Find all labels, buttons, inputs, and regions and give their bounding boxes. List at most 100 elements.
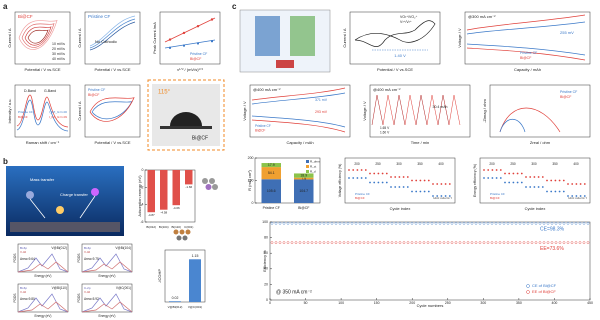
marker	[410, 241, 414, 244]
marker	[378, 222, 382, 225]
data-label: -4.58	[160, 210, 167, 214]
marker	[356, 177, 359, 179]
marker	[483, 169, 485, 171]
label: 1.40 V	[394, 53, 406, 58]
marker	[183, 44, 185, 47]
curve	[81, 293, 133, 313]
marker	[326, 222, 330, 225]
marker	[562, 179, 565, 182]
panel-label: a	[3, 2, 8, 11]
marker	[411, 190, 413, 193]
marker	[558, 241, 562, 244]
marker	[470, 241, 474, 244]
legend-entry: 10 mV/s	[52, 42, 65, 46]
y-axis-label: Current / A	[342, 28, 347, 47]
legend-entry: Pristine CF	[190, 52, 207, 56]
marker	[334, 222, 338, 225]
marker	[566, 241, 570, 244]
y-axis-label: Voltage / V	[242, 101, 247, 121]
marker	[478, 241, 482, 244]
plot-frame	[81, 283, 133, 313]
marker	[586, 222, 590, 225]
legend-entry: 20 mV/s	[52, 47, 65, 51]
marker	[575, 195, 578, 197]
marker	[394, 222, 398, 225]
marker	[508, 172, 511, 175]
marker	[410, 222, 414, 225]
marker	[570, 241, 574, 244]
marker	[514, 222, 518, 225]
marker	[377, 181, 380, 184]
marker	[169, 46, 171, 49]
label: V-3d	[84, 250, 91, 254]
marker	[385, 172, 388, 175]
plot-frame	[249, 84, 351, 138]
plot-frame	[144, 169, 196, 223]
marker	[382, 241, 386, 244]
label: 350	[552, 162, 558, 166]
y-axis-label: PDOS	[13, 253, 17, 262]
label: V@Bi(104)	[115, 246, 131, 250]
curve	[16, 99, 69, 132]
marker	[474, 222, 478, 225]
marker	[414, 222, 418, 225]
marker	[360, 177, 363, 179]
x-axis-label: Potential / V vs.SCE	[24, 67, 60, 72]
legend-entry: Bi@CF	[190, 57, 201, 61]
marker	[342, 222, 346, 225]
y-axis-label: Energy efficiency (%)	[473, 164, 477, 197]
marker	[514, 241, 518, 244]
marker	[504, 172, 506, 175]
plot-frame	[81, 243, 133, 273]
marker	[362, 222, 366, 225]
plot-frame	[84, 84, 141, 138]
marker	[298, 222, 302, 225]
marker	[211, 40, 213, 43]
marker	[562, 190, 565, 193]
plot-frame	[14, 84, 71, 138]
curve	[415, 94, 428, 126]
y-tick-label: -4	[140, 203, 143, 207]
y-tick-label: 100	[248, 178, 254, 182]
curve	[382, 94, 395, 126]
y-axis-label: PDOS	[77, 253, 81, 262]
legend-swatch	[306, 160, 309, 163]
curve	[18, 19, 58, 50]
plot-frame	[489, 84, 591, 138]
marker	[579, 183, 582, 185]
legend-entry: Pristine CF	[520, 51, 537, 55]
label: 350	[417, 162, 423, 166]
marker	[578, 222, 582, 225]
label: @400 mA cm⁻²	[373, 87, 401, 92]
marker	[298, 241, 302, 244]
label: V@Bi(110)	[52, 286, 67, 290]
marker	[582, 222, 586, 225]
marker	[454, 222, 458, 225]
marker	[491, 169, 494, 171]
marker	[434, 241, 438, 244]
ion	[91, 188, 99, 196]
y-tick-label: -6	[140, 220, 143, 224]
x-tick-label: 400	[552, 301, 558, 305]
marker	[374, 222, 378, 225]
marker	[196, 25, 200, 28]
plot-frame	[14, 11, 71, 65]
marker	[426, 222, 430, 225]
x-tick-label: Bi@CF	[298, 206, 309, 210]
marker	[270, 241, 274, 244]
panel-label: c	[232, 2, 237, 11]
bar	[169, 301, 181, 302]
plot-frame	[369, 84, 471, 138]
legend-entry: 1.65 V	[380, 126, 390, 130]
marker	[494, 222, 498, 225]
x-axis-label: Potential / V vs.SCE	[94, 140, 130, 145]
marker	[554, 222, 558, 225]
data-label: -4.06	[173, 206, 180, 210]
marker	[442, 241, 446, 244]
label: C-2p	[84, 286, 91, 290]
marker	[525, 176, 527, 178]
marker	[583, 183, 586, 185]
x-tick-label: C(001)	[184, 225, 193, 229]
label: V@C(001)	[116, 286, 131, 290]
